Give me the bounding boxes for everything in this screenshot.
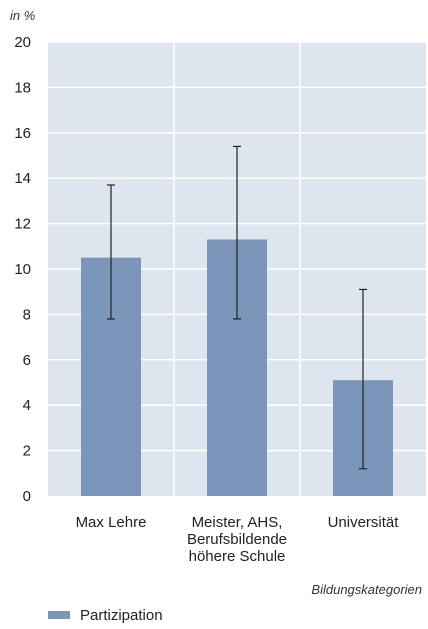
x-axis-category-labels: Max Lehre Meister, AHS, Berufsbildende höhe… [76, 514, 400, 565]
y-tick-label: 6 [23, 352, 31, 369]
y-tick-label: 0 [23, 488, 31, 505]
y-axis-tick-labels: 0 2 4 6 8 10 12 14 16 18 20 [14, 34, 31, 505]
y-axis-label: in % [10, 8, 35, 23]
y-tick-label: 8 [23, 306, 31, 323]
category-label: Universität [328, 514, 400, 531]
y-tick-label: 2 [23, 443, 31, 460]
x-axis-title: Bildungskategorien [311, 582, 422, 597]
error-bars [107, 145, 367, 470]
y-tick-label: 14 [14, 170, 31, 187]
category-label: Meister, AHS, Berufsbildende höhere Schule [187, 514, 287, 565]
y-tick-label: 20 [14, 34, 31, 51]
y-tick-label: 4 [23, 397, 31, 414]
y-tick-label: 18 [14, 79, 31, 96]
category-label: Max Lehre [76, 514, 147, 531]
y-tick-label: 16 [14, 125, 31, 142]
y-tick-label: 10 [14, 261, 31, 278]
y-tick-label: 12 [14, 216, 31, 233]
legend-swatch [48, 611, 70, 619]
legend-label: Partizipation [80, 607, 163, 624]
